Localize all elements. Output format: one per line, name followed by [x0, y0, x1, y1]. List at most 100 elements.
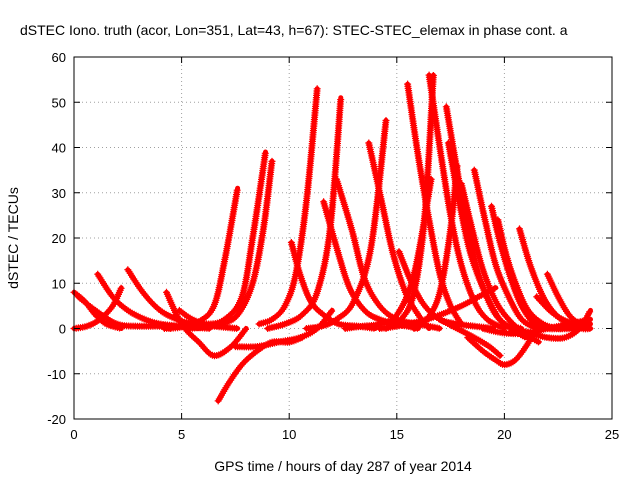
data-point-marker — [542, 303, 550, 310]
data-point-marker — [508, 319, 516, 327]
data-point-marker — [481, 313, 489, 321]
series-markers — [436, 315, 504, 359]
series-markers — [425, 71, 508, 332]
data-point-marker — [202, 346, 210, 354]
x-tick-label: 5 — [178, 427, 185, 442]
data-point-marker — [186, 330, 194, 338]
data-point-marker — [424, 323, 432, 331]
data-point-marker — [194, 338, 202, 345]
data-point-marker — [202, 313, 210, 321]
data-point-marker — [200, 344, 208, 352]
data-point-marker — [297, 312, 304, 320]
chart-title: dSTEC Iono. truth (acor, Lon=351, Lat=43… — [20, 22, 568, 38]
data-point-marker — [360, 306, 368, 314]
data-point-marker — [312, 304, 320, 312]
data-point-marker — [517, 314, 525, 322]
data-point-marker — [539, 299, 547, 307]
data-point-marker — [300, 309, 308, 317]
series-markers — [365, 139, 432, 331]
data-point-marker — [147, 298, 155, 306]
series-markers — [410, 162, 461, 332]
data-point-marker — [495, 315, 503, 323]
series-markers — [175, 149, 269, 328]
series-markers — [160, 186, 241, 332]
data-point-marker — [341, 310, 349, 318]
data-point-marker — [574, 326, 582, 334]
series-markers — [479, 316, 593, 338]
data-point-marker — [157, 307, 165, 315]
data-point-marker — [480, 312, 488, 320]
data-point-marker — [233, 186, 241, 194]
data-point-marker — [491, 284, 499, 292]
data-point-marker — [233, 324, 241, 332]
data-point-marker — [457, 319, 465, 327]
series-markers — [255, 85, 321, 328]
series-markers — [184, 157, 276, 332]
x-tick-label: 10 — [282, 427, 296, 442]
data-point-marker — [268, 157, 276, 165]
data-point-marker — [342, 308, 350, 316]
data-point-marker — [359, 304, 367, 312]
data-point-marker — [512, 355, 520, 363]
y-tick-label: 50 — [52, 95, 66, 110]
data-point-marker — [148, 299, 156, 307]
data-point-marker — [241, 357, 249, 365]
data-point-marker — [494, 350, 502, 358]
data-point-marker — [183, 327, 191, 335]
data-point-marker — [494, 314, 502, 321]
series-markers — [302, 117, 390, 332]
data-point-marker — [509, 320, 517, 328]
data-point-marker — [566, 313, 574, 321]
data-point-marker — [188, 332, 196, 340]
y-tick-label: -20 — [47, 412, 66, 427]
data-point-marker — [337, 96, 345, 104]
data-point-marker — [301, 308, 309, 316]
series-markers — [444, 139, 528, 341]
y-tick-label: 10 — [52, 276, 66, 291]
data-point-marker — [185, 329, 193, 337]
data-point-marker — [193, 336, 201, 344]
y-axis-title: dSTEC / TECUs — [5, 187, 21, 289]
y-tick-label: 0 — [59, 322, 66, 337]
data-point-marker — [242, 325, 249, 333]
data-point-marker — [377, 303, 385, 311]
series-layer — [70, 71, 594, 405]
data-point-marker — [536, 296, 544, 304]
data-point-marker — [240, 359, 248, 367]
data-point-marker — [506, 317, 514, 325]
data-point-marker — [537, 298, 545, 306]
data-point-marker — [275, 310, 282, 318]
data-point-marker — [388, 316, 396, 324]
data-point-marker — [435, 324, 443, 332]
data-point-marker — [528, 311, 535, 319]
data-point-marker — [273, 312, 281, 320]
y-tick-label: -10 — [47, 367, 66, 382]
series-markers — [163, 288, 249, 360]
axis-ticks: 0 5 10 15 20 25 -20 -10 0 10 20 30 40 50 60 — [47, 50, 619, 442]
data-point-marker — [511, 357, 519, 365]
y-tick-label: 30 — [52, 186, 66, 201]
data-point-marker — [243, 356, 251, 363]
data-point-marker — [226, 311, 234, 319]
data-point-marker — [261, 149, 269, 157]
data-point-marker — [117, 284, 125, 292]
data-point-marker — [113, 297, 121, 305]
data-point-marker — [585, 316, 593, 324]
data-point-marker — [505, 315, 513, 323]
x-axis-title: GPS time / hours of day 287 of year 2014 — [214, 458, 472, 474]
data-point-marker — [526, 309, 534, 317]
grid — [74, 57, 612, 419]
data-point-marker — [110, 294, 118, 302]
data-point-marker — [528, 318, 536, 326]
data-point-marker — [298, 311, 306, 319]
data-point-marker — [111, 296, 119, 304]
series-markers — [376, 284, 499, 332]
data-point-marker — [423, 305, 431, 313]
data-point-marker — [472, 341, 480, 349]
data-point-marker — [228, 309, 236, 317]
data-point-marker — [540, 301, 548, 309]
data-point-marker — [205, 349, 213, 357]
x-tick-label: 15 — [390, 427, 404, 442]
series-markers — [464, 326, 540, 369]
